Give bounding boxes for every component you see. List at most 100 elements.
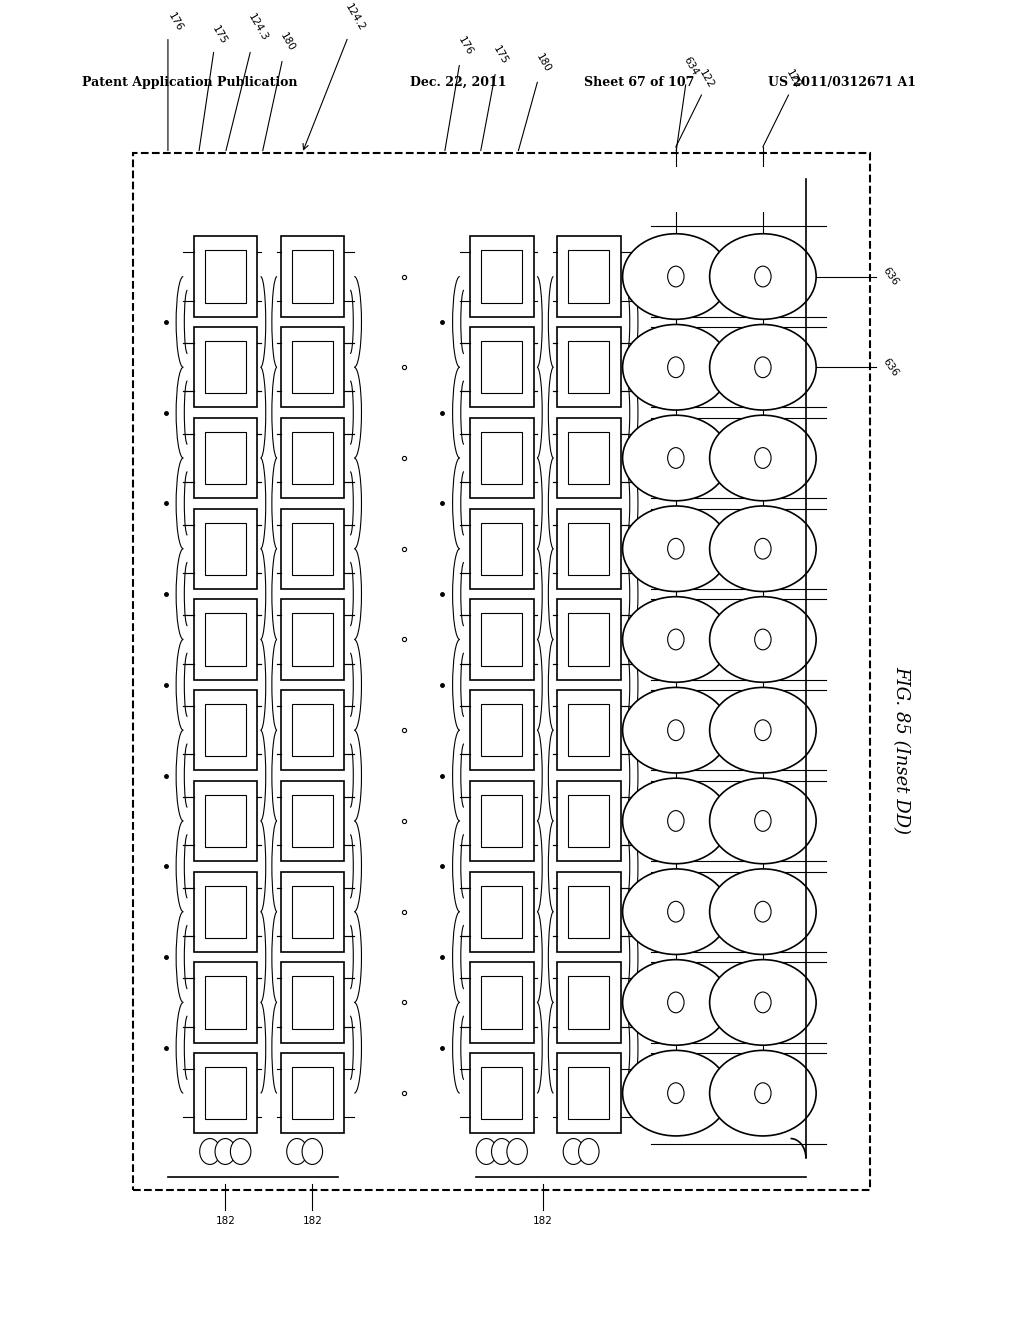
Text: US 2011/0312671 A1: US 2011/0312671 A1: [768, 75, 916, 88]
Text: Sheet 67 of 107: Sheet 67 of 107: [584, 75, 694, 88]
FancyBboxPatch shape: [557, 962, 621, 1043]
Circle shape: [755, 993, 771, 1012]
Text: 634: 634: [682, 54, 700, 77]
Circle shape: [215, 1139, 236, 1164]
FancyBboxPatch shape: [557, 418, 621, 498]
FancyBboxPatch shape: [194, 1053, 257, 1134]
FancyBboxPatch shape: [557, 327, 621, 408]
FancyBboxPatch shape: [481, 251, 522, 302]
Ellipse shape: [710, 234, 816, 319]
FancyBboxPatch shape: [470, 1053, 534, 1134]
FancyBboxPatch shape: [292, 432, 333, 484]
Circle shape: [668, 993, 684, 1012]
FancyBboxPatch shape: [205, 1067, 246, 1119]
Text: Patent Application Publication: Patent Application Publication: [82, 75, 297, 88]
Ellipse shape: [710, 1051, 816, 1137]
FancyBboxPatch shape: [281, 780, 344, 861]
Ellipse shape: [710, 869, 816, 954]
FancyBboxPatch shape: [568, 1067, 609, 1119]
Circle shape: [755, 447, 771, 469]
Ellipse shape: [623, 688, 729, 774]
Text: FIG. 85 (Inset DD): FIG. 85 (Inset DD): [892, 665, 910, 834]
FancyBboxPatch shape: [281, 690, 344, 771]
FancyBboxPatch shape: [568, 432, 609, 484]
FancyBboxPatch shape: [292, 251, 333, 302]
FancyBboxPatch shape: [292, 1067, 333, 1119]
FancyBboxPatch shape: [470, 508, 534, 589]
Circle shape: [230, 1139, 251, 1164]
FancyBboxPatch shape: [292, 523, 333, 574]
FancyBboxPatch shape: [568, 795, 609, 847]
FancyBboxPatch shape: [557, 1053, 621, 1134]
FancyBboxPatch shape: [557, 780, 621, 861]
FancyBboxPatch shape: [481, 704, 522, 756]
Text: 124.3: 124.3: [246, 12, 270, 44]
FancyBboxPatch shape: [557, 236, 621, 317]
FancyBboxPatch shape: [481, 614, 522, 665]
FancyBboxPatch shape: [205, 251, 246, 302]
FancyBboxPatch shape: [194, 327, 257, 408]
FancyBboxPatch shape: [205, 704, 246, 756]
FancyBboxPatch shape: [281, 599, 344, 680]
FancyBboxPatch shape: [481, 432, 522, 484]
Circle shape: [668, 719, 684, 741]
Ellipse shape: [623, 325, 729, 411]
Circle shape: [755, 810, 771, 832]
FancyBboxPatch shape: [292, 704, 333, 756]
Text: 175: 175: [492, 45, 510, 66]
Text: 182: 182: [302, 1216, 323, 1226]
FancyBboxPatch shape: [281, 1053, 344, 1134]
FancyBboxPatch shape: [205, 523, 246, 574]
FancyBboxPatch shape: [205, 886, 246, 937]
Circle shape: [668, 630, 684, 649]
Ellipse shape: [710, 779, 816, 863]
Circle shape: [287, 1139, 307, 1164]
Text: 180: 180: [534, 53, 553, 74]
Ellipse shape: [623, 234, 729, 319]
Circle shape: [668, 356, 684, 378]
Text: 122: 122: [784, 67, 803, 90]
Ellipse shape: [623, 506, 729, 591]
FancyBboxPatch shape: [557, 871, 621, 952]
Text: 180: 180: [279, 32, 297, 54]
Circle shape: [668, 810, 684, 832]
Text: 175: 175: [210, 24, 228, 46]
Text: 182: 182: [532, 1216, 553, 1226]
FancyBboxPatch shape: [205, 614, 246, 665]
Text: 176: 176: [166, 11, 184, 33]
Ellipse shape: [710, 506, 816, 591]
Circle shape: [755, 356, 771, 378]
FancyBboxPatch shape: [568, 614, 609, 665]
Circle shape: [668, 267, 684, 286]
FancyBboxPatch shape: [194, 962, 257, 1043]
FancyBboxPatch shape: [281, 418, 344, 498]
Text: 182: 182: [215, 1216, 236, 1226]
Ellipse shape: [710, 325, 816, 411]
Text: 176: 176: [456, 36, 474, 58]
Circle shape: [755, 1082, 771, 1104]
FancyBboxPatch shape: [281, 962, 344, 1043]
Circle shape: [492, 1139, 512, 1164]
FancyBboxPatch shape: [281, 236, 344, 317]
FancyBboxPatch shape: [481, 1067, 522, 1119]
FancyBboxPatch shape: [470, 236, 534, 317]
Circle shape: [507, 1139, 527, 1164]
FancyBboxPatch shape: [281, 327, 344, 408]
FancyBboxPatch shape: [205, 977, 246, 1028]
FancyBboxPatch shape: [292, 614, 333, 665]
FancyBboxPatch shape: [194, 236, 257, 317]
Circle shape: [755, 267, 771, 286]
FancyBboxPatch shape: [205, 432, 246, 484]
Circle shape: [755, 630, 771, 649]
Ellipse shape: [623, 869, 729, 954]
FancyBboxPatch shape: [194, 780, 257, 861]
FancyBboxPatch shape: [568, 341, 609, 393]
Circle shape: [563, 1139, 584, 1164]
Circle shape: [476, 1139, 497, 1164]
FancyBboxPatch shape: [470, 599, 534, 680]
FancyBboxPatch shape: [557, 599, 621, 680]
Circle shape: [302, 1139, 323, 1164]
Ellipse shape: [623, 597, 729, 682]
FancyBboxPatch shape: [292, 977, 333, 1028]
Text: 636: 636: [881, 356, 900, 379]
